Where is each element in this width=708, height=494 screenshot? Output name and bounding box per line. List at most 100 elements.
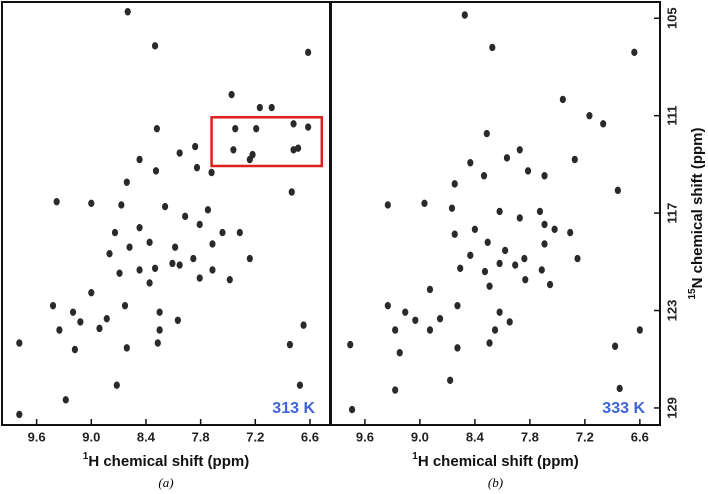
peak <box>631 48 638 57</box>
peak <box>384 201 391 209</box>
peak <box>541 172 548 180</box>
peak <box>516 146 523 154</box>
peak <box>16 410 23 419</box>
x-axis-label-text: H chemical shift (ppm) <box>418 453 579 470</box>
peak <box>161 202 169 211</box>
x-axis-label-sup: 1 <box>412 451 418 462</box>
x-axis-label-text: H chemical shift (ppm) <box>88 453 249 470</box>
peak <box>541 220 548 229</box>
peak <box>467 159 474 167</box>
x-tick-label: 7.2 <box>576 429 594 444</box>
peak <box>77 318 84 326</box>
peak <box>447 376 454 385</box>
peak <box>146 238 153 247</box>
y-tick-label: 129 <box>664 397 679 419</box>
peak <box>586 111 593 120</box>
peak <box>103 314 110 323</box>
peak <box>62 396 69 404</box>
y-axis-label-text: N chemical shift (ppm) <box>689 128 706 289</box>
x-tick-label: 7.8 <box>521 429 539 444</box>
peak <box>461 11 468 19</box>
peak <box>295 144 302 152</box>
peak <box>551 225 558 234</box>
peak <box>71 345 78 354</box>
peak <box>396 349 403 357</box>
peak <box>96 324 103 333</box>
peak <box>436 314 444 323</box>
peak <box>541 240 548 248</box>
peak <box>296 381 304 389</box>
y-tick-label: 111 <box>664 106 679 126</box>
peak <box>521 254 528 263</box>
peak <box>253 124 260 133</box>
peak <box>228 90 235 99</box>
peak <box>536 207 544 216</box>
peak <box>209 240 216 248</box>
peak <box>193 163 201 172</box>
panel-frame <box>1 1 331 426</box>
peak <box>421 199 428 208</box>
peak <box>451 230 458 238</box>
peak <box>268 103 275 112</box>
x-axis-label-sup: 1 <box>83 451 89 462</box>
peak <box>151 42 159 50</box>
peak <box>496 207 503 216</box>
peak <box>512 261 519 269</box>
panel-label: (b) <box>488 475 503 490</box>
peak <box>496 259 503 268</box>
peak <box>616 384 623 393</box>
peak <box>348 405 356 414</box>
peak <box>111 228 119 237</box>
peak <box>249 150 256 159</box>
peak <box>123 178 130 186</box>
peak <box>256 103 263 112</box>
peak <box>192 142 199 151</box>
peak <box>151 264 159 273</box>
peak <box>506 318 513 326</box>
peak <box>467 251 474 260</box>
peak <box>481 267 489 276</box>
peak <box>426 285 434 294</box>
peak <box>567 228 574 237</box>
peak <box>174 316 181 324</box>
peak <box>154 339 161 347</box>
y-tick-label: 117 <box>664 203 679 224</box>
x-tick-label: 9.0 <box>411 429 429 444</box>
peak <box>121 301 129 310</box>
peak <box>290 120 297 128</box>
peak <box>496 308 503 316</box>
peak <box>136 155 143 164</box>
peak <box>288 188 295 196</box>
peak <box>204 206 212 214</box>
x-tick-label: 9.6 <box>356 429 374 444</box>
y-tick-label: 123 <box>664 300 679 322</box>
peak <box>232 124 239 133</box>
peak <box>230 146 237 154</box>
peak <box>480 172 488 180</box>
peak <box>123 344 130 352</box>
peak <box>156 326 163 334</box>
x-tick-label: 7.8 <box>192 429 210 444</box>
x-tick-label: 7.2 <box>246 429 264 444</box>
peak <box>190 254 197 263</box>
peak <box>483 129 490 138</box>
peak <box>49 301 57 310</box>
peak <box>56 326 63 334</box>
panel-frame <box>330 1 661 426</box>
peak <box>392 326 399 334</box>
peak <box>153 124 160 133</box>
peak <box>16 339 23 347</box>
peak <box>113 381 120 389</box>
peak <box>176 261 183 269</box>
x-tick-label: 8.4 <box>466 429 485 444</box>
peak <box>208 168 215 177</box>
peak <box>402 308 409 316</box>
peak <box>209 266 216 274</box>
x-tick-label: 6.6 <box>631 429 649 444</box>
peak <box>169 259 176 268</box>
peak <box>146 279 153 287</box>
peak <box>484 238 491 247</box>
peak <box>236 228 243 237</box>
peak <box>392 386 399 394</box>
peak <box>491 326 499 334</box>
